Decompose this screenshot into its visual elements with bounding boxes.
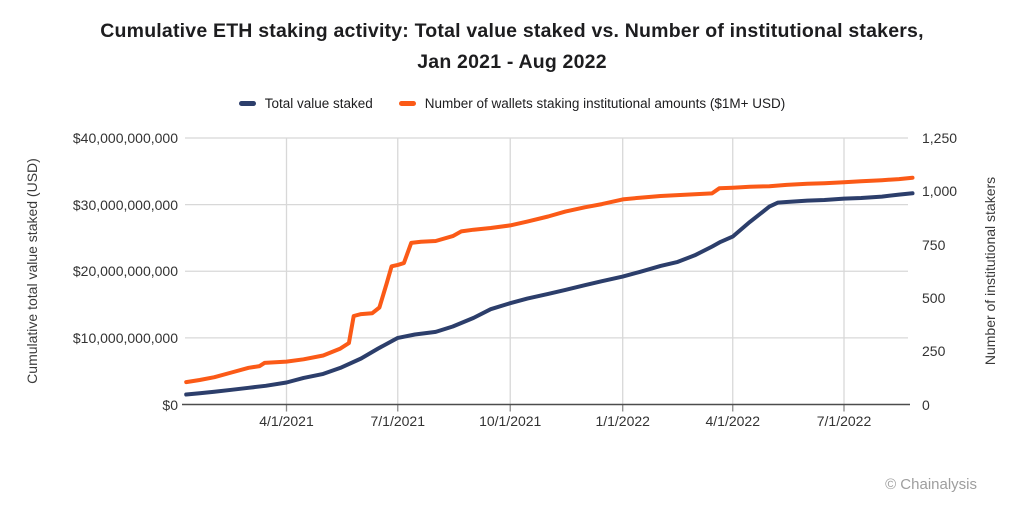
legend-item: Number of wallets staking institutional …: [398, 96, 786, 111]
legend-item: Total value staked: [238, 96, 373, 111]
y-left-tick-label: $30,000,000,000: [72, 196, 178, 213]
chart-title-line1: Cumulative ETH staking activity: Total v…: [100, 20, 924, 42]
x-axis-tick-label: 1/1/2022: [595, 413, 650, 429]
y-left-tick-label: $0: [162, 396, 178, 413]
series-line-institutional-wallets: [184, 175, 915, 385]
legend-swatch-icon: [398, 101, 416, 106]
legend-swatch-icon: [238, 101, 256, 106]
y-left-tick-label: $20,000,000,000: [72, 263, 178, 280]
legend-label: Total value staked: [264, 96, 373, 111]
legend: Total value staked Number of wallets stak…: [0, 96, 1024, 111]
y-right-tick-label: 0: [922, 396, 930, 413]
y-right-tick-label: 250: [922, 343, 946, 360]
x-axis-tick-label: 4/1/2021: [259, 413, 314, 429]
legend-label: Number of wallets staking institutional …: [424, 96, 786, 111]
x-axis-tick-label: 7/1/2021: [370, 413, 426, 429]
y-left-tick-label: $10,000,000,000: [72, 329, 178, 346]
chart-title-line2: Jan 2021 - Aug 2022: [417, 51, 607, 73]
y-right-tick-label: 750: [922, 236, 946, 253]
y-left-tick-label: $40,000,000,000: [72, 130, 178, 146]
y-right-tick-label: 1,250: [922, 130, 958, 146]
attribution-text: © Chainalysis: [885, 476, 977, 493]
x-axis-tick-label: 7/1/2022: [816, 413, 872, 429]
x-axis-tick-label: 4/1/2022: [705, 413, 760, 429]
series-line-total-value-staked: [184, 191, 915, 397]
chart-title: Cumulative ETH staking activity: Total v…: [0, 16, 1024, 78]
x-axis-tick-label: 10/1/2021: [479, 413, 542, 429]
y-right-tick-label: 1,000: [922, 183, 958, 200]
y-axis-right-title: Number of institutional stakers: [982, 176, 998, 366]
y-right-tick-label: 500: [922, 289, 946, 306]
